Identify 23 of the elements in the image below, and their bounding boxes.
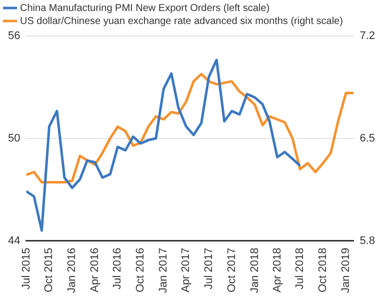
x-tick-label: Oct 2015 [43, 248, 56, 292]
x-tick-label: Oct 2018 [317, 248, 330, 292]
x-tick-label: Oct 2017 [226, 248, 238, 292]
x-tick-label: Oct 2016 [134, 248, 147, 292]
y-tick-label: 44 [8, 234, 20, 247]
legend-label: China Manufacturing PMI New Export Orders (left scale) [20, 2, 270, 14]
x-tick-label: Apr 2018 [271, 248, 284, 292]
y2-tick-label: 5.8 [360, 234, 376, 247]
y2-tick-label: 7.2 [360, 30, 376, 42]
x-tick-label: Jul 2018 [294, 248, 306, 290]
x-tick-label: Jul 2017 [202, 248, 215, 290]
x-tick-label: Jul 2015 [20, 248, 32, 290]
y-tick-label: 56 [8, 30, 20, 42]
y-tick-label: 50 [8, 132, 20, 144]
x-tick-label: Jan 2018 [248, 248, 261, 294]
x-tick-label: Jan 2019 [340, 248, 352, 294]
x-tick-label: Apr 2016 [88, 248, 101, 292]
legend-label: US dollar/Chinese yuan exchange rate advanced six months (right scale) [20, 16, 343, 27]
y2-tick-label: 6.5 [360, 132, 376, 144]
x-tick-label: Jul 2016 [112, 248, 124, 290]
x-tick-label: Apr 2017 [180, 248, 192, 292]
x-tick-label: Jan 2016 [66, 248, 78, 294]
x-tick-label: Jan 2017 [158, 248, 170, 294]
